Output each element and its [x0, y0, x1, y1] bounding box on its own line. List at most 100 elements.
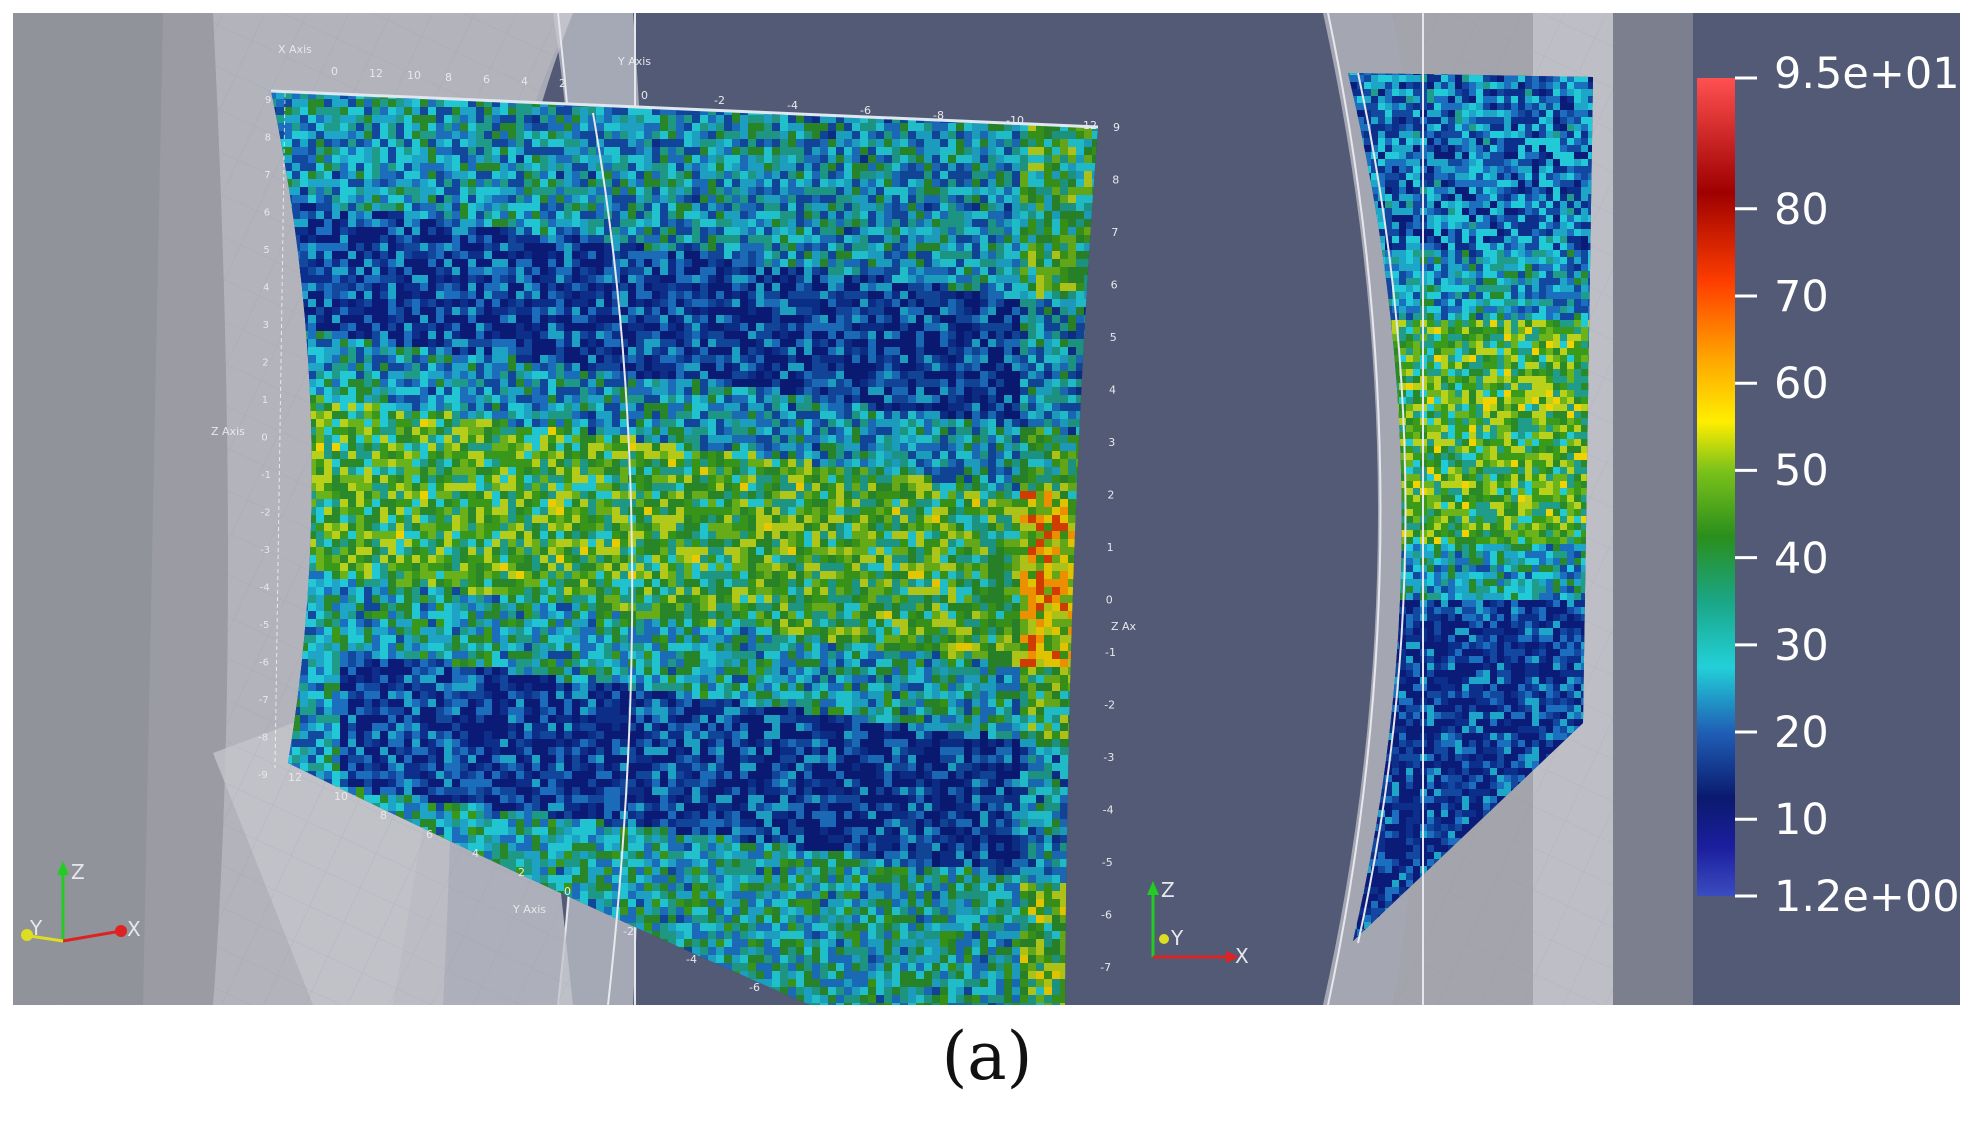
heatmap-cell	[1052, 99, 1061, 108]
heatmap-cell	[916, 91, 925, 100]
heatmap-cell	[844, 107, 853, 116]
heatmap-cell	[844, 91, 853, 100]
heatmap-cell	[884, 91, 893, 100]
heatmap-cell	[1084, 91, 1093, 100]
heatmap-cell	[1100, 107, 1109, 116]
heatmap-cell	[1092, 211, 1098, 220]
heatmap-cell	[732, 99, 741, 108]
heatmap-cell	[1100, 347, 1109, 356]
heatmap-cell	[932, 91, 941, 92]
heatmap-cell	[1100, 163, 1109, 172]
heatmap-cell	[732, 91, 741, 100]
heatmap-cell	[660, 99, 669, 108]
heatmap-cell	[1084, 323, 1093, 332]
heatmap-cell	[684, 91, 693, 92]
heatmap-cell	[1028, 99, 1037, 108]
heatmap-cell	[1100, 187, 1109, 196]
heatmap-cell	[1100, 227, 1109, 236]
heatmap-cell	[1100, 259, 1109, 268]
heatmap-cell	[916, 107, 925, 116]
heatmap-cell	[668, 99, 677, 108]
heatmap-cell	[948, 91, 957, 100]
heatmap-cell	[1100, 355, 1109, 364]
heatmap-cell	[956, 99, 965, 108]
heatmap-cell	[1084, 347, 1093, 356]
heatmap-cell	[900, 99, 909, 108]
heatmap-cell	[876, 107, 885, 116]
heatmap-cell	[660, 91, 669, 100]
heatmap-cell	[980, 91, 989, 100]
heatmap-cell	[1076, 107, 1085, 116]
heatmap-cell	[1004, 99, 1013, 108]
heatmap-cell	[972, 91, 981, 100]
heatmap-cell	[1028, 91, 1037, 92]
heatmap-cell	[1092, 331, 1098, 340]
heatmap-cell	[1100, 179, 1109, 188]
heatmap-cell	[1100, 235, 1109, 244]
heatmap-cell	[812, 91, 821, 100]
heatmap-cell	[988, 107, 997, 116]
heatmap-cell	[1084, 363, 1093, 372]
heatmap-cell	[1076, 91, 1085, 92]
heatmap-cell	[1068, 99, 1077, 108]
heatmap-cell	[772, 91, 781, 100]
heatmap-cell	[812, 99, 821, 108]
heatmap-cell	[1092, 451, 1098, 460]
heatmap-cell	[828, 99, 837, 108]
heatmap-cell	[1084, 443, 1093, 452]
heatmap-cell	[1084, 99, 1093, 108]
heatmap-cell	[1052, 91, 1061, 92]
heatmap-cell	[948, 91, 957, 92]
heatmap-cell	[924, 107, 933, 116]
heatmap-cell	[948, 107, 957, 116]
heatmap-cell	[868, 91, 877, 92]
heatmap-cell	[764, 99, 773, 108]
heatmap-cell	[796, 91, 805, 92]
heatmap-cell	[996, 91, 1005, 92]
heatmap-cell	[1092, 355, 1098, 364]
heatmap-cell	[1068, 107, 1077, 116]
heatmap-cell	[692, 91, 701, 100]
heatmap-cell	[668, 91, 677, 100]
heatmap-cell	[940, 99, 949, 108]
heatmap-cell	[1100, 275, 1109, 284]
heatmap-cell	[1084, 387, 1093, 396]
heatmap-cell	[1100, 147, 1109, 156]
heatmap-cell	[1028, 115, 1037, 124]
heatmap-cell	[1092, 371, 1098, 380]
heatmap-cell	[1092, 435, 1098, 444]
heatmap-cell	[860, 91, 869, 100]
heatmap-cell	[1100, 363, 1109, 372]
heatmap-cell	[724, 99, 733, 108]
heatmap-cell	[1084, 107, 1093, 116]
render-viewport[interactable]: X Axis Y Axis Z Axis 0 12 10 8 6 4 2 0 -2 -4 -6 -8…	[13, 13, 1960, 1005]
heatmap-cell	[716, 91, 725, 92]
heatmap-cell	[932, 91, 941, 100]
heatmap-cell	[820, 99, 829, 108]
heatmap-cell	[740, 91, 749, 92]
heatmap-cell	[748, 91, 757, 100]
heatmap-cell	[828, 91, 837, 92]
heatmap-cell	[1100, 419, 1109, 428]
heatmap-cell	[1092, 227, 1098, 236]
heatmap-cell	[1092, 291, 1098, 300]
3d-scene[interactable]: X Axis Y Axis Z Axis 0 12 10 8 6 4 2 0 -2 -4 -6 -8…	[13, 13, 1960, 1005]
heatmap-cell	[876, 99, 885, 108]
heatmap-cell	[1076, 91, 1085, 100]
heatmap-cell	[1100, 379, 1109, 388]
heatmap-cell	[764, 91, 773, 92]
heatmap-cell	[756, 91, 765, 92]
heatmap-cell	[660, 91, 669, 92]
heatmap-cell	[900, 91, 909, 92]
heatmap-cell	[1100, 395, 1109, 404]
heatmap-cell	[860, 91, 869, 92]
heatmap-cell	[772, 91, 781, 92]
heatmap-cell	[1092, 411, 1098, 420]
heatmap-cell	[1092, 91, 1098, 92]
heatmap-cell	[956, 107, 965, 116]
heatmap-cell	[684, 91, 693, 100]
heatmap-cell	[724, 91, 733, 100]
heatmap-cell	[1084, 91, 1093, 92]
heatmap-cell	[932, 99, 941, 108]
heatmap-cell	[1092, 251, 1098, 260]
